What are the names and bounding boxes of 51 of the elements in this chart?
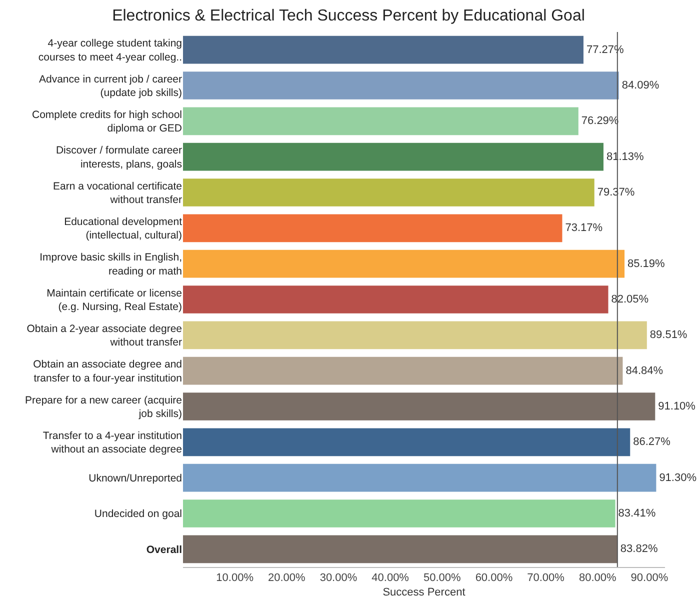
data-label: 83.41% [618, 508, 656, 520]
data-label: 85.19% [628, 258, 666, 270]
data-label: 84.84% [626, 364, 664, 377]
x-tick-label: 30.00% [320, 572, 358, 584]
y-tick-label: Advance in current job / career (update job skills) [39, 73, 182, 99]
y-tick-label: Complete credits for high school diploma or GED [32, 109, 182, 135]
x-tick-label: 70.00% [527, 572, 565, 584]
bar [183, 500, 616, 528]
y-tick-label: Educational development (intellectual, cultural) [64, 216, 182, 242]
bar [183, 250, 625, 278]
x-tick-label: 40.00% [372, 572, 410, 584]
y-tick-label: Earn a vocational certificate without transfer [53, 180, 182, 206]
bar [183, 321, 647, 350]
x-tick-label: 60.00% [475, 572, 513, 584]
data-label: 91.30% [659, 472, 697, 484]
data-label: 86.27% [633, 436, 671, 448]
y-tick-label: Improve basic skills in English, reading or math [40, 252, 182, 278]
y-tick-label: Discover / formulate career interests, plans, goals [56, 144, 182, 170]
bar [183, 428, 630, 456]
x-tick-label: 80.00% [578, 572, 616, 584]
data-label: 84.09% [622, 80, 660, 92]
y-tick-label: Obtain an associate degree and transfer to a four-year institution [33, 358, 182, 384]
x-axis-title: Success Percent [382, 586, 466, 598]
y-tick-label: Transfer to a 4-year institution without an associate degree [42, 430, 182, 456]
bar [183, 392, 656, 420]
bar [183, 178, 594, 206]
y-tick-label: Uknown/Unreported [88, 472, 182, 485]
x-tick-label: 10.00% [216, 572, 254, 584]
data-label: 83.82% [620, 543, 658, 556]
data-label: 73.17% [565, 222, 603, 234]
x-tick-label: 20.00% [268, 572, 306, 584]
bar [183, 107, 578, 136]
bar [183, 286, 608, 314]
x-tick-label: 90.00% [630, 572, 668, 584]
bar [183, 142, 604, 171]
bar [183, 535, 618, 564]
y-tick-label: Overall [146, 544, 182, 556]
bar [183, 356, 623, 385]
chart-title: Electronics & Electrical Tech Success Percent by Educational Goal [112, 7, 585, 24]
y-tick-label: Maintain certificate or license (e.g. Nursing, Real Estate) [46, 287, 182, 313]
y-tick-label: Prepare for a new career (acquire job skills) [25, 394, 182, 420]
y-tick-label: Undecided on goal [94, 508, 182, 520]
x-tick-label: 50.00% [423, 572, 462, 584]
y-tick-label: Obtain a 2-year associate degree without transfer [26, 323, 182, 349]
bar [183, 214, 562, 242]
data-label: 89.51% [650, 329, 688, 342]
data-label: 91.10% [658, 400, 696, 412]
bar [183, 72, 619, 100]
y-tick-label: 4-year college student taking courses to meet 4-year colleg.. [38, 38, 182, 64]
bar [183, 464, 656, 492]
bar [183, 36, 584, 64]
